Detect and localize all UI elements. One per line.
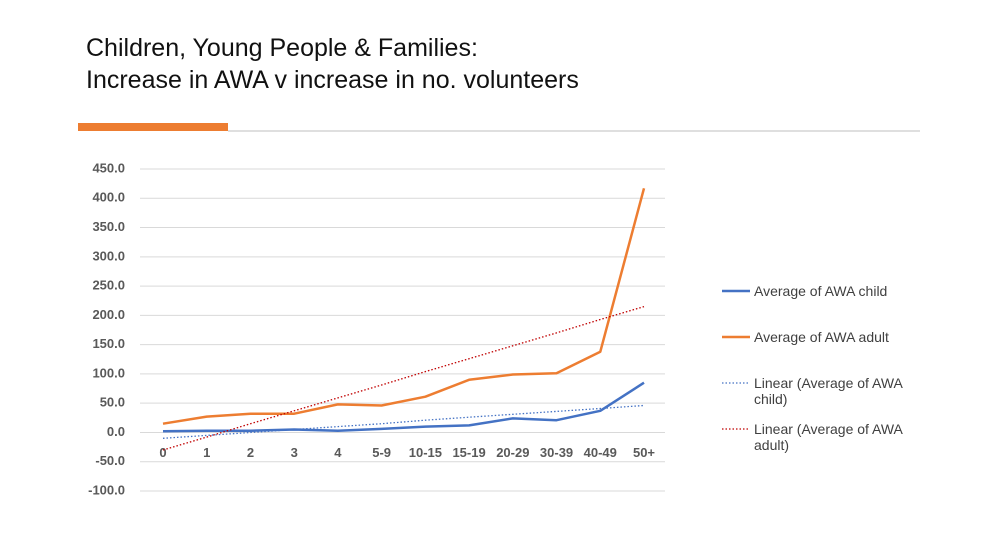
legend-entry: Linear (Average of AWA child)	[722, 375, 922, 407]
y-tick-label: 200.0	[92, 307, 125, 322]
series-line	[162, 187, 646, 425]
y-tick-label: 100.0	[92, 365, 125, 380]
trend-line	[162, 404, 645, 439]
series-line	[162, 381, 645, 433]
x-tick-label: 1	[203, 445, 210, 460]
y-tick-label: 300.0	[92, 248, 125, 263]
x-tick-label: 50+	[633, 445, 655, 460]
accent-bar	[78, 123, 228, 131]
x-tick-label: 30-39	[540, 445, 573, 460]
y-tick-label: 50.0	[100, 395, 125, 410]
legend-swatch	[722, 382, 750, 384]
y-tick-label: 350.0	[92, 219, 125, 234]
plot: -100.0-50.00.050.0100.0150.0200.0250.030…	[88, 160, 665, 497]
legend-entry: Average of AWA child	[722, 283, 922, 299]
x-tick-label: 15-19	[452, 445, 485, 460]
legend-label: Linear (Average of AWA adult)	[754, 421, 903, 453]
title-line: Children, Young People & Families:	[86, 34, 478, 62]
legend-swatch	[722, 289, 750, 293]
y-tick-label: 400.0	[92, 190, 125, 205]
legend-label: Average of AWA adult	[754, 329, 889, 345]
legend-label: Average of AWA child	[754, 283, 888, 299]
legend-swatch	[722, 428, 750, 430]
x-tick-label: 4	[334, 445, 342, 460]
x-tick-label: 3	[291, 445, 298, 460]
y-tick-label: -100.0	[88, 482, 125, 497]
x-tick-label: 20-29	[496, 445, 529, 460]
legend-entry: Average of AWA adult	[722, 329, 922, 345]
title-line: Increase in AWA v increase in no. volunt…	[86, 66, 579, 94]
y-tick-label: 450.0	[92, 160, 125, 175]
y-tick-label: 150.0	[92, 336, 125, 351]
legend-entry: Linear (Average of AWA adult)	[722, 421, 922, 453]
y-tick-label: 250.0	[92, 278, 125, 293]
legend-label: Linear (Average of AWA child)	[754, 375, 903, 407]
y-tick-label: 0.0	[107, 424, 125, 439]
x-tick-label: 5-9	[372, 445, 391, 460]
x-tick-label: 10-15	[409, 445, 442, 460]
x-tick-label: 40-49	[584, 445, 617, 460]
x-tick-label: 0	[159, 445, 166, 460]
x-tick-label: 2	[247, 445, 254, 460]
y-tick-label: -50.0	[95, 453, 125, 468]
legend-swatch	[722, 335, 750, 339]
